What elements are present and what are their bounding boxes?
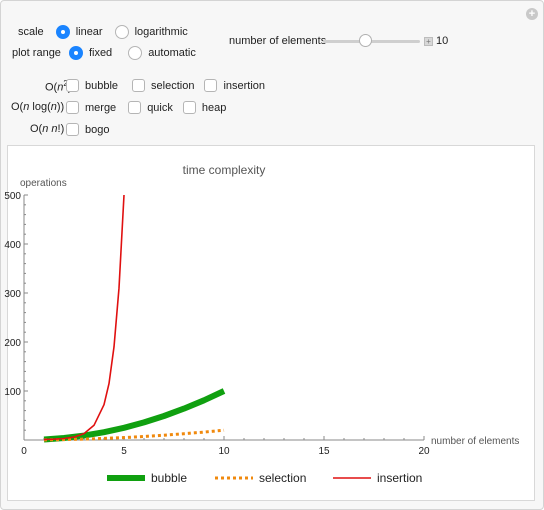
- complexity-row-nlogn: O(n log(n)): [11, 101, 64, 113]
- complexity-options-nfact: bogo: [66, 123, 109, 136]
- complexity-label-nlogn: O(n log(n)): [11, 101, 65, 113]
- scale-logarithmic-label[interactable]: logarithmic: [134, 26, 188, 38]
- complexity-label-n2: O(n2): [45, 79, 71, 94]
- panel-plus-icon[interactable]: +: [526, 8, 538, 20]
- scale-linear-radio[interactable]: [55, 25, 70, 39]
- slider-expand-icon[interactable]: +: [424, 37, 433, 46]
- plot-panel: [7, 145, 535, 501]
- scale-logarithmic-radio[interactable]: [114, 25, 129, 39]
- plot-range-fixed-radio[interactable]: [68, 46, 83, 60]
- insertion-checkbox[interactable]: [204, 79, 218, 92]
- selection-checkbox[interactable]: [132, 79, 146, 92]
- heap-checkbox-label[interactable]: heap: [201, 101, 227, 114]
- bogo-checkbox[interactable]: [66, 123, 79, 136]
- plot-range-label: plot range: [12, 47, 61, 59]
- merge-checkbox[interactable]: [66, 101, 79, 114]
- plot-range-automatic-radio[interactable]: [128, 46, 143, 60]
- bogo-checkbox-label[interactable]: bogo: [85, 123, 110, 136]
- complexity-label-nfact: O(n n!): [30, 123, 65, 135]
- complexity-options-nlogn: merge quick heap: [66, 101, 226, 114]
- heap-checkbox[interactable]: [182, 101, 196, 114]
- quick-checkbox[interactable]: [128, 101, 142, 114]
- elements-slider-label: number of elements: [229, 35, 327, 47]
- scale-linear-label[interactable]: linear: [75, 26, 103, 38]
- selection-checkbox-label[interactable]: selection: [151, 79, 195, 92]
- complexity-row-n2: O(n2): [45, 79, 71, 94]
- plot-range-row: plot range fixed automatic: [12, 46, 196, 60]
- elements-slider-row: number of elements: [229, 35, 326, 47]
- scale-row: scale linear logarithmic: [18, 25, 188, 39]
- quick-checkbox-label[interactable]: quick: [147, 101, 173, 114]
- merge-checkbox-label[interactable]: merge: [85, 101, 117, 114]
- scale-label: scale: [18, 26, 44, 38]
- insertion-checkbox-label[interactable]: insertion: [223, 79, 266, 92]
- complexity-row-nfact: O(n n!): [30, 123, 64, 135]
- elements-slider-thumb[interactable]: [359, 34, 372, 47]
- plot-range-automatic-label[interactable]: automatic: [148, 47, 196, 59]
- plot-range-fixed-label[interactable]: fixed: [88, 47, 113, 59]
- elements-value-row: 10: [436, 35, 448, 47]
- elements-value: 10: [436, 35, 449, 47]
- complexity-options-n2: bubble selection insertion: [66, 79, 265, 92]
- bubble-checkbox-label[interactable]: bubble: [85, 79, 119, 92]
- bubble-checkbox[interactable]: [66, 79, 79, 92]
